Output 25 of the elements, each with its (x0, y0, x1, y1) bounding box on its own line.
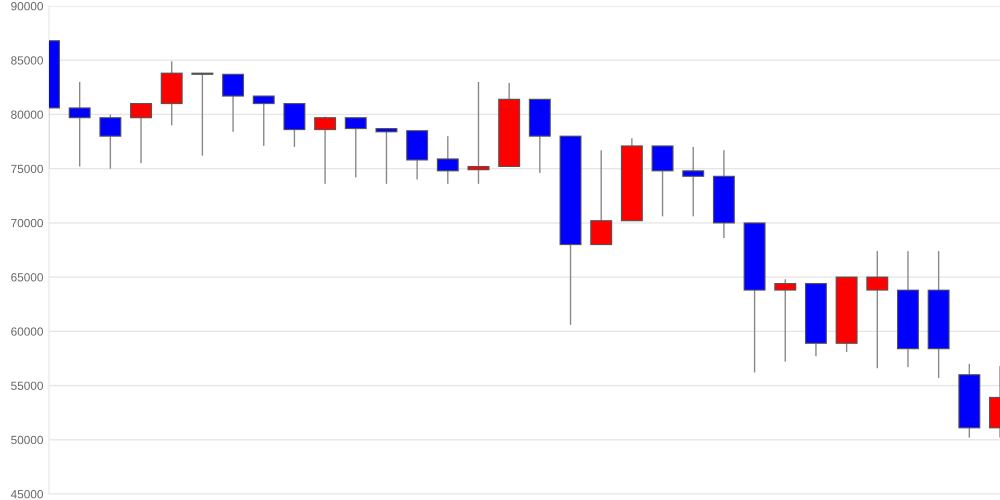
candlestick (130, 102, 152, 164)
y-tick-label: 80000 (11, 110, 43, 119)
y-tick-label: 75000 (11, 164, 43, 174)
candlestick (866, 250, 888, 369)
candlestick (191, 72, 214, 156)
y-tick-label: 70000 (11, 218, 43, 228)
candlestick (468, 81, 490, 185)
y-tick-label: 50000 (11, 436, 43, 444)
candlestick (344, 117, 367, 178)
candlestick (774, 278, 796, 362)
candlestick (222, 74, 244, 132)
candlestick (436, 135, 459, 185)
candlestick (314, 116, 336, 185)
y-tick-label: 90000 (11, 2, 43, 10)
candlestick (99, 114, 122, 170)
y-tick-label: 65000 (11, 273, 43, 282)
y-tick-label: 55000 (11, 382, 43, 390)
candlestick (682, 146, 704, 218)
candlestick (68, 81, 91, 168)
candlestick (590, 150, 612, 246)
y-tick-label: 85000 (11, 56, 43, 65)
candlestick (375, 128, 398, 185)
y-tick-label: 45000 (10, 490, 43, 498)
y-tick-label: 60000 (11, 327, 43, 336)
candlestick (252, 95, 275, 147)
